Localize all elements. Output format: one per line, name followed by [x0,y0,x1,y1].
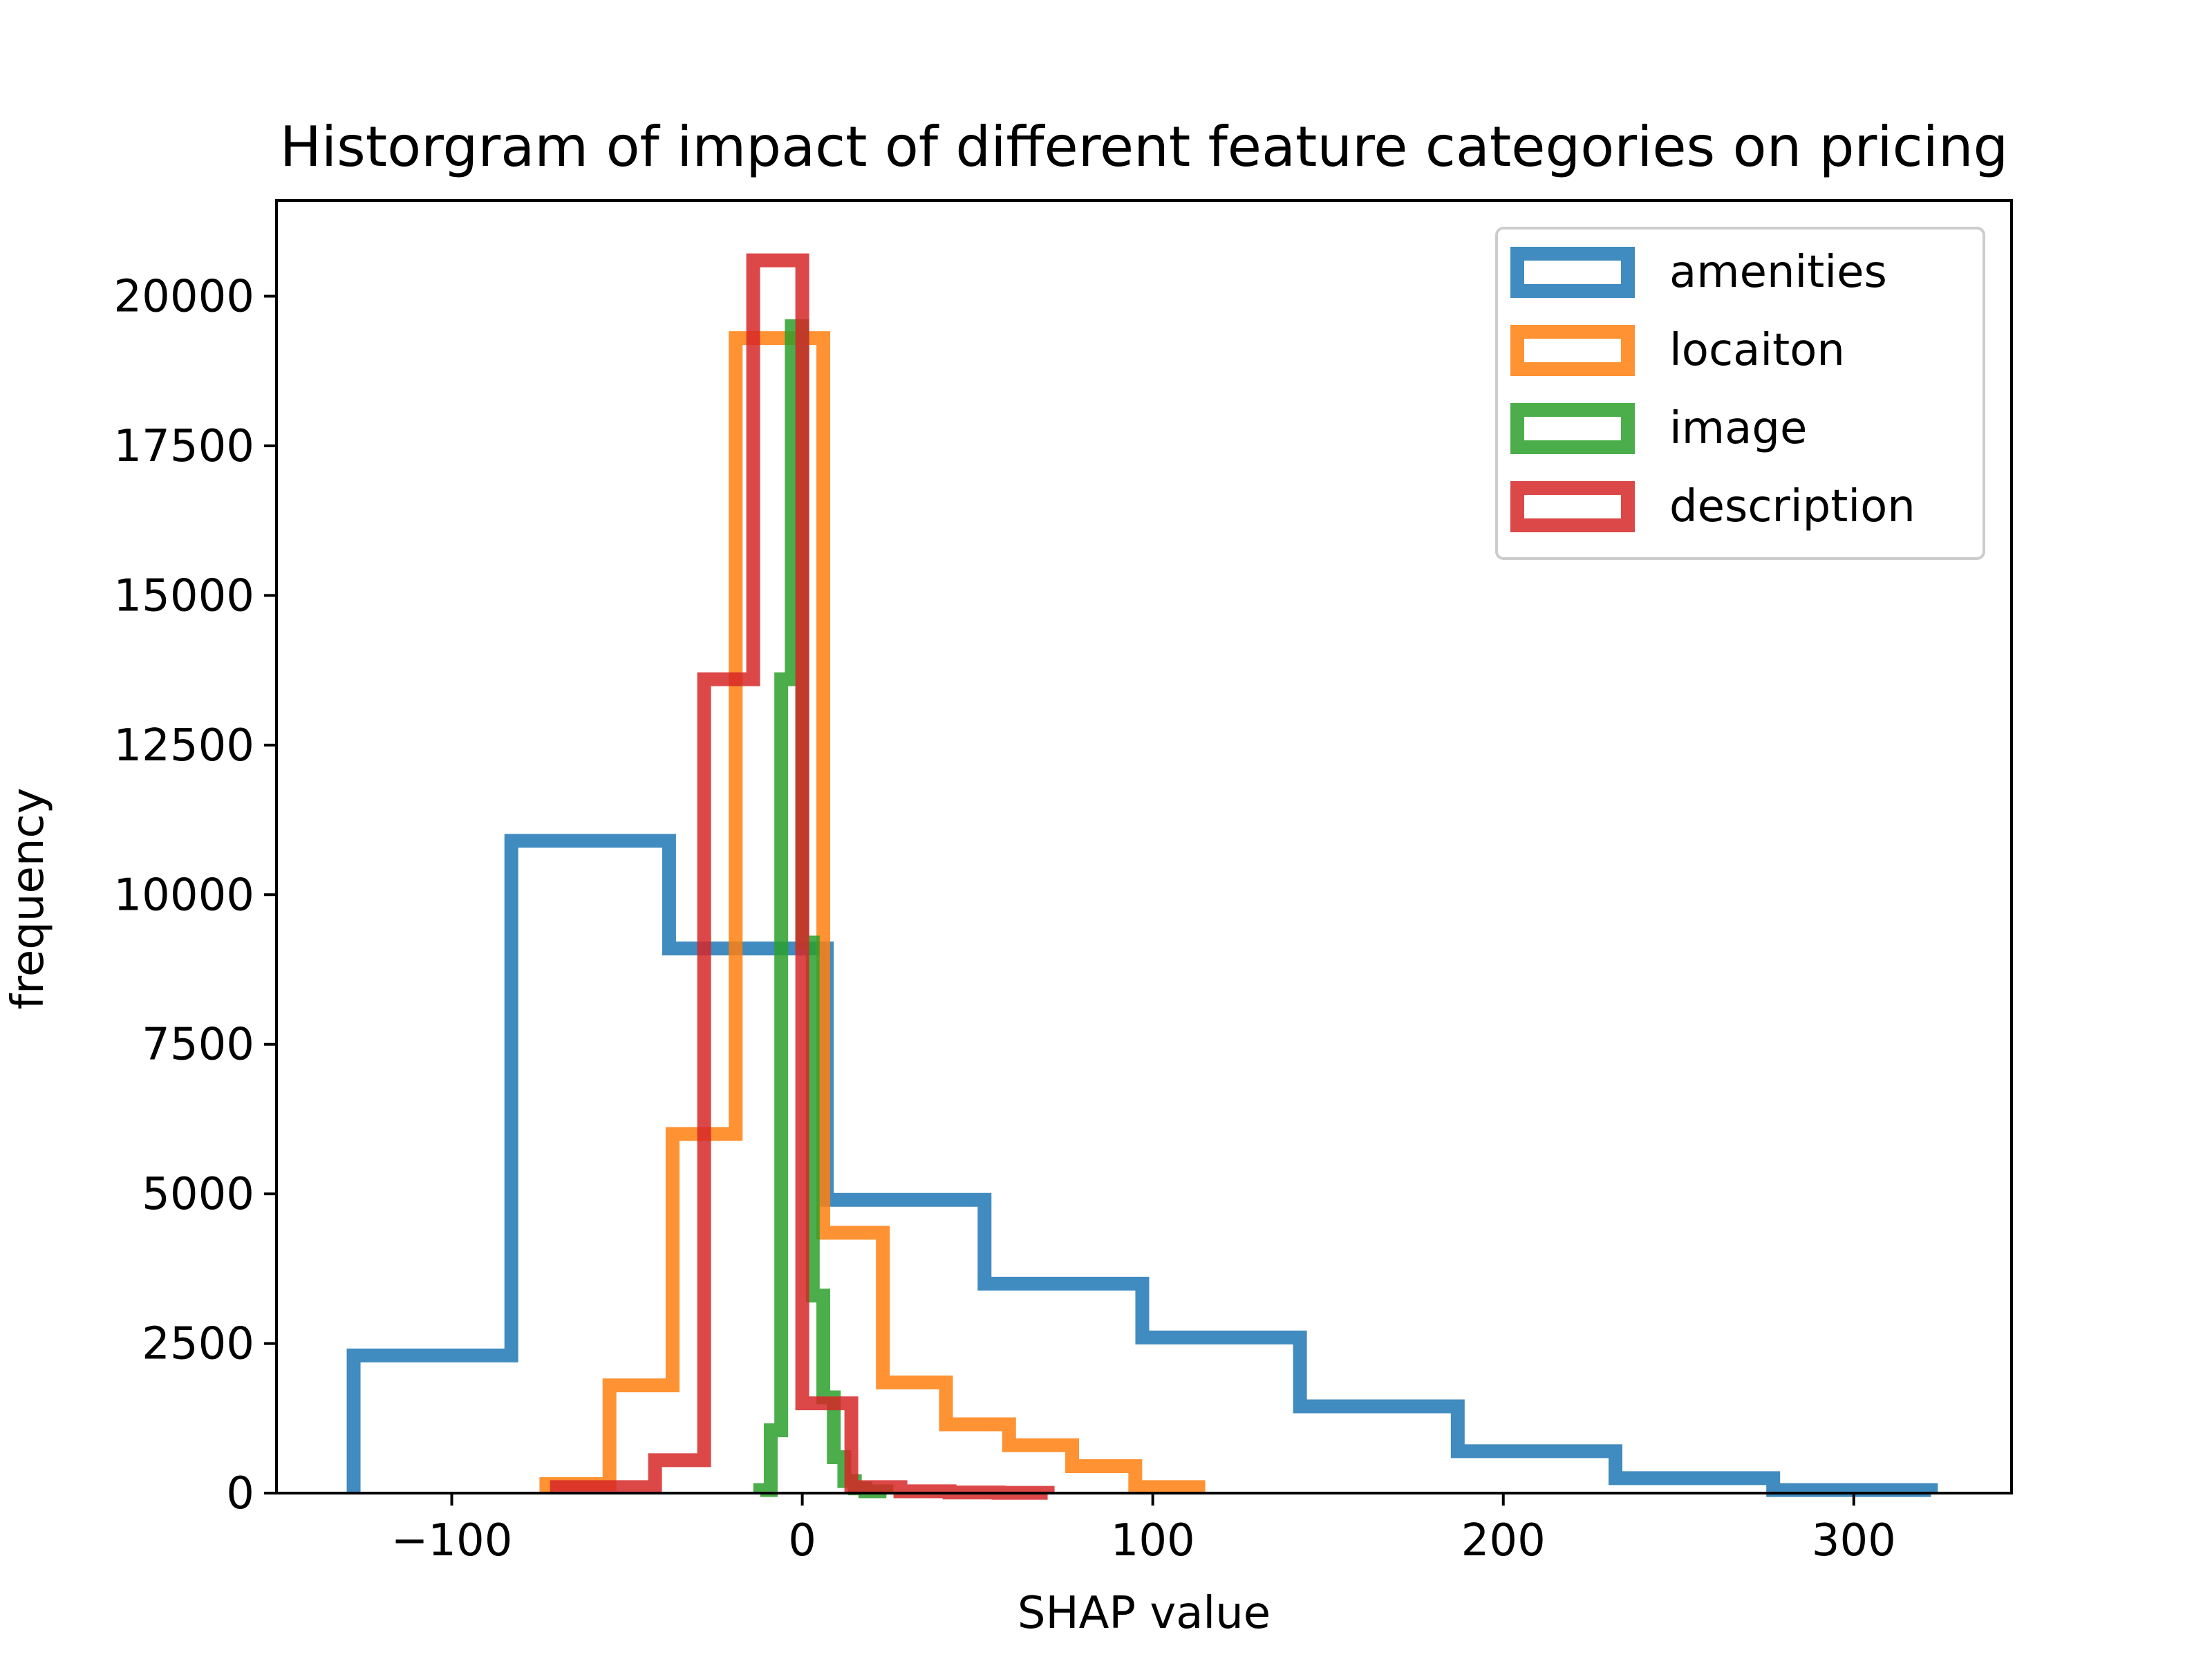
axes-layer: −100 0 100 200 300 0 2500 5000 7500 10000 12500 150… [113,199,2013,1566]
histogram-series-amenities [346,834,1938,1497]
y-tick-label: 10000 [113,870,254,921]
legend-label-locaiton: locaiton [1669,325,1845,376]
y-tick-label: 20000 [113,272,254,323]
y-tick-label: 0 [226,1468,254,1519]
y-tick-label: 2500 [142,1319,254,1370]
y-tick-label: 7500 [142,1020,254,1071]
legend-swatch-image [1510,403,1635,454]
y-axis-label: frequency [3,788,54,1010]
legend-label-amenities: amenities [1669,247,1887,298]
legend-label-description: description [1669,481,1915,532]
histogram-series-locaiton [539,331,1206,1494]
legend-swatch-locaiton [1510,325,1635,376]
x-tick-label: 0 [788,1515,816,1566]
x-tick-label: 100 [1111,1515,1195,1566]
histogram-series-description [550,253,1055,1500]
x-tick-label: 200 [1461,1515,1546,1566]
legend-swatch-description [1510,481,1635,532]
y-tick-label: 5000 [142,1169,254,1220]
legend-label-image: image [1669,403,1807,454]
legend: amenities locaiton image description [1495,227,1985,560]
y-tick-label: 15000 [113,570,254,621]
x-tick-label: 300 [1812,1515,1896,1566]
x-tick-label: −100 [391,1515,513,1566]
legend-swatch-amenities [1510,247,1635,298]
chart-title: Historgram of impact of different featur… [280,115,2009,179]
y-tick-label: 12500 [113,720,254,771]
y-tick-label: 17500 [113,421,254,472]
plot-frame [275,199,2013,1494]
x-axis-label: SHAP value [1018,1588,1271,1639]
legend-box [1495,227,1985,560]
